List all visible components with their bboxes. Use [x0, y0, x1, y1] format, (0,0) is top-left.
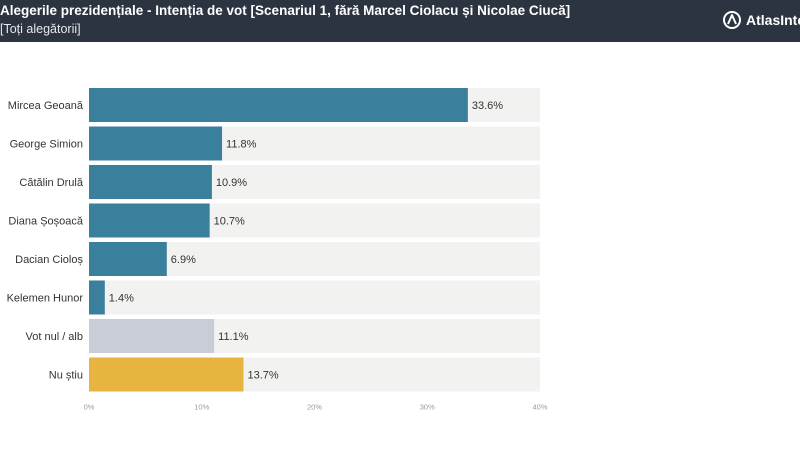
bar [89, 126, 223, 161]
atlas-intel-logo-icon [723, 11, 741, 29]
x-tick-label: 0% [84, 403, 95, 412]
bar [89, 165, 212, 199]
bar [89, 203, 210, 238]
x-tick-label: 20% [307, 403, 322, 412]
category-label: Mircea Geoană [8, 100, 84, 112]
value-label: 1.4% [109, 293, 134, 305]
category-label: Diana Șoșoacă [8, 216, 83, 228]
chart-header: Alegerile prezidențiale - Intenția de vo… [0, 0, 800, 42]
value-label: 10.9% [216, 177, 247, 189]
bar [89, 88, 468, 122]
bar [89, 242, 167, 276]
category-label: George Simion [10, 139, 83, 151]
value-label: 10.7% [214, 216, 245, 228]
chart-title: Alegerile prezidențiale - Intenția de vo… [0, 3, 571, 18]
category-label: Vot nul / alb [26, 331, 84, 343]
logo-text: AtlasInte [746, 12, 800, 28]
bar [89, 280, 105, 315]
bar [89, 357, 244, 392]
value-label: 11.8% [226, 139, 257, 151]
value-label: 13.7% [247, 370, 278, 382]
atlas-intel-logo: AtlasInte [722, 8, 800, 32]
x-tick-label: 40% [532, 403, 547, 412]
value-label: 11.1% [218, 331, 249, 343]
chart-subtitle: [Toți alegătorii] [0, 22, 81, 36]
category-label: Cătălin Drulă [19, 177, 83, 189]
bar-chart: Mircea Geoană 33.6% George Simion 11.8% Cătă… [7, 88, 548, 412]
category-label: Kelemen Hunor [7, 293, 84, 305]
bar [89, 319, 215, 353]
bar-track [89, 280, 540, 315]
value-label: 6.9% [171, 254, 196, 266]
x-tick-label: 10% [194, 403, 209, 412]
category-label: Nu știu [49, 370, 83, 382]
x-tick-label: 30% [420, 403, 435, 412]
value-label: 33.6% [472, 100, 503, 112]
category-label: Dacian Cioloș [15, 254, 83, 266]
